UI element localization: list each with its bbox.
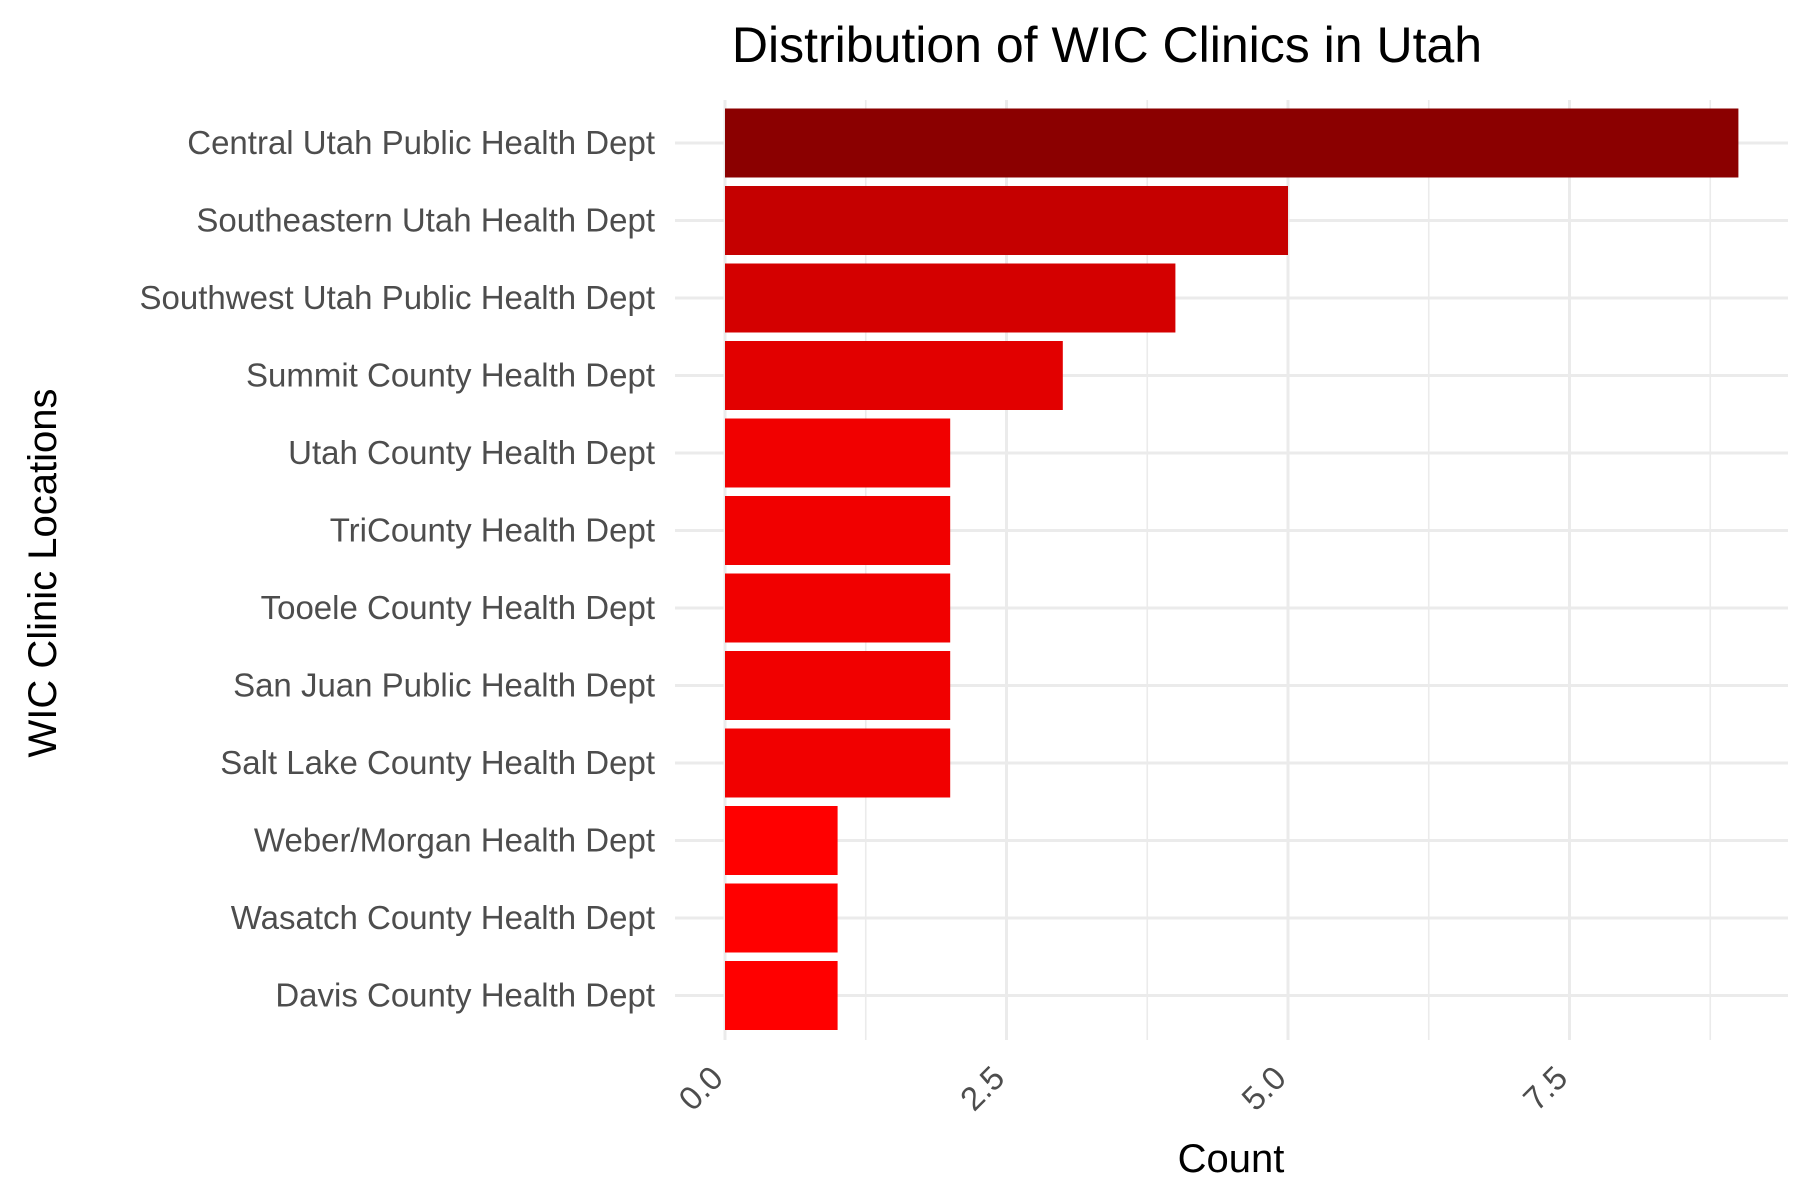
y-tick-label: Weber/Morgan Health Dept	[254, 822, 655, 859]
x-tick-labels: 0.0 2.5 5.0 7.5	[671, 1059, 1574, 1118]
y-tick-label: Utah County Health Dept	[288, 434, 655, 471]
y-tick-label: Salt Lake County Health Dept	[220, 744, 655, 781]
y-axis-title: WIC Clinic Locations	[21, 388, 65, 757]
chart-title: Distribution of WIC Clinics in Utah	[732, 17, 1482, 73]
x-tick-label: 7.5	[1516, 1059, 1575, 1118]
y-tick-label: Southeastern Utah Health Dept	[196, 202, 655, 239]
bar	[725, 883, 838, 953]
bars	[725, 108, 1739, 1030]
x-tick-label: 2.5	[953, 1059, 1012, 1118]
y-tick-label: Wasatch County Health Dept	[231, 899, 655, 936]
x-tick-label: 5.0	[1234, 1059, 1293, 1118]
y-tick-labels: Central Utah Public Health Dept Southeast…	[140, 124, 655, 1014]
y-tick-label: TriCounty Health Dept	[330, 512, 655, 549]
y-tick-label: Summit County Health Dept	[246, 357, 655, 394]
bar	[725, 728, 951, 798]
x-tick-label: 0.0	[671, 1059, 730, 1118]
y-tick-label: Central Utah Public Health Dept	[187, 124, 655, 161]
y-tick-label: Davis County Health Dept	[275, 977, 655, 1014]
bar	[725, 806, 838, 875]
bar	[725, 341, 1063, 410]
bar	[725, 961, 838, 1030]
bar	[725, 108, 1739, 178]
bar	[725, 651, 951, 720]
bar	[725, 496, 951, 565]
bar	[725, 263, 1176, 333]
y-tick-label: Southwest Utah Public Health Dept	[140, 279, 655, 316]
y-tick-label: San Juan Public Health Dept	[233, 667, 655, 704]
bar	[725, 573, 951, 643]
bar	[725, 186, 1288, 255]
x-axis-title: Count	[1178, 1137, 1285, 1181]
y-tick-label: Tooele County Health Dept	[261, 589, 655, 626]
bar	[725, 418, 951, 488]
